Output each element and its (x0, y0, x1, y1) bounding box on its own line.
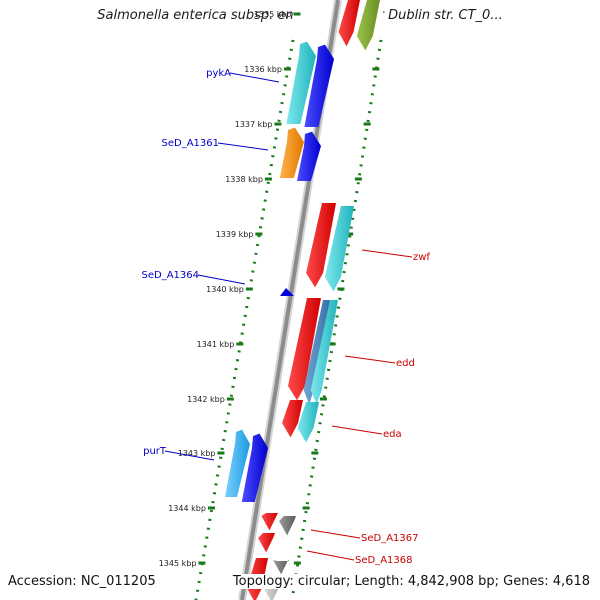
gene-label-zwf: zwf (413, 252, 430, 263)
gene-zwf-cyan (324, 206, 354, 292)
gene-label-SeD_A1368: SeD_A1368 (355, 555, 413, 566)
tick-label: 1336 kbp (244, 65, 282, 74)
gene-pykA-cyan (286, 41, 316, 124)
gene-SeD_A1367-red (261, 513, 278, 531)
leader-line-SeD_A1367 (310, 529, 361, 539)
tick-label: 1344 kbp (168, 504, 206, 513)
gene-eda-red (282, 400, 303, 438)
leader-line-SeD_A1368 (306, 550, 355, 561)
leader-line-zwf (361, 249, 413, 258)
gene-purT-sky (224, 429, 250, 497)
gene-SeD_A1364 (280, 288, 294, 296)
leader-line-pykA (229, 72, 280, 83)
leader-line-SeD_A1361 (217, 142, 269, 151)
gene-SeD_A1368-gray (273, 560, 289, 575)
gene-label-edd: edd (396, 358, 415, 369)
gene-eda-cyan (297, 402, 319, 443)
gene-label-eda: eda (383, 429, 402, 440)
tick-label: 1339 kbp (216, 230, 254, 239)
tick-label: 1335 kbp (254, 10, 292, 19)
gene-edd-cyan (310, 300, 338, 405)
gene-label-SeD_A1364: SeD_A1364 (142, 270, 200, 281)
gene-label-purT: purT (143, 446, 167, 457)
leader-line-edd (344, 355, 396, 364)
gene-label-SeD_A1361: SeD_A1361 (162, 138, 220, 149)
gene-label-pykA: pykA (206, 68, 231, 79)
gene-SeD_A1368-red (258, 533, 275, 553)
topology-label: Topology: circular; Length: 4,842,908 bp… (229, 574, 590, 589)
gene-pykA-blue (304, 44, 334, 127)
gene-label-SeD_A1367: SeD_A1367 (361, 533, 419, 544)
tick-label: 1340 kbp (206, 285, 244, 294)
gene-edd-red (288, 298, 321, 401)
gene-red-top (338, 0, 360, 47)
gene-purT-blue (241, 433, 268, 502)
gene-SeD_A1361-orange (279, 127, 304, 178)
gene-edd-steel (303, 300, 330, 405)
gene-SeD_A1361-blue (297, 131, 321, 181)
tick-label: 1337 kbp (235, 120, 273, 129)
gene-SeD_A1367-gray (279, 516, 296, 536)
tick-label: 1342 kbp (187, 395, 225, 404)
tick-label: 1338 kbp (225, 175, 263, 184)
gene-zwf-red (306, 203, 336, 288)
accession-label: Accession: NC_011205 (8, 574, 156, 589)
tick-label: 1341 kbp (197, 340, 235, 349)
tick-label: 1343 kbp (178, 449, 216, 458)
tick-label: 1345 kbp (159, 559, 197, 568)
leader-line-purT (164, 450, 215, 461)
leader-line-eda (331, 425, 383, 435)
gene-olive-top (356, 0, 380, 51)
leader-line-SeD_A1364 (197, 274, 246, 285)
